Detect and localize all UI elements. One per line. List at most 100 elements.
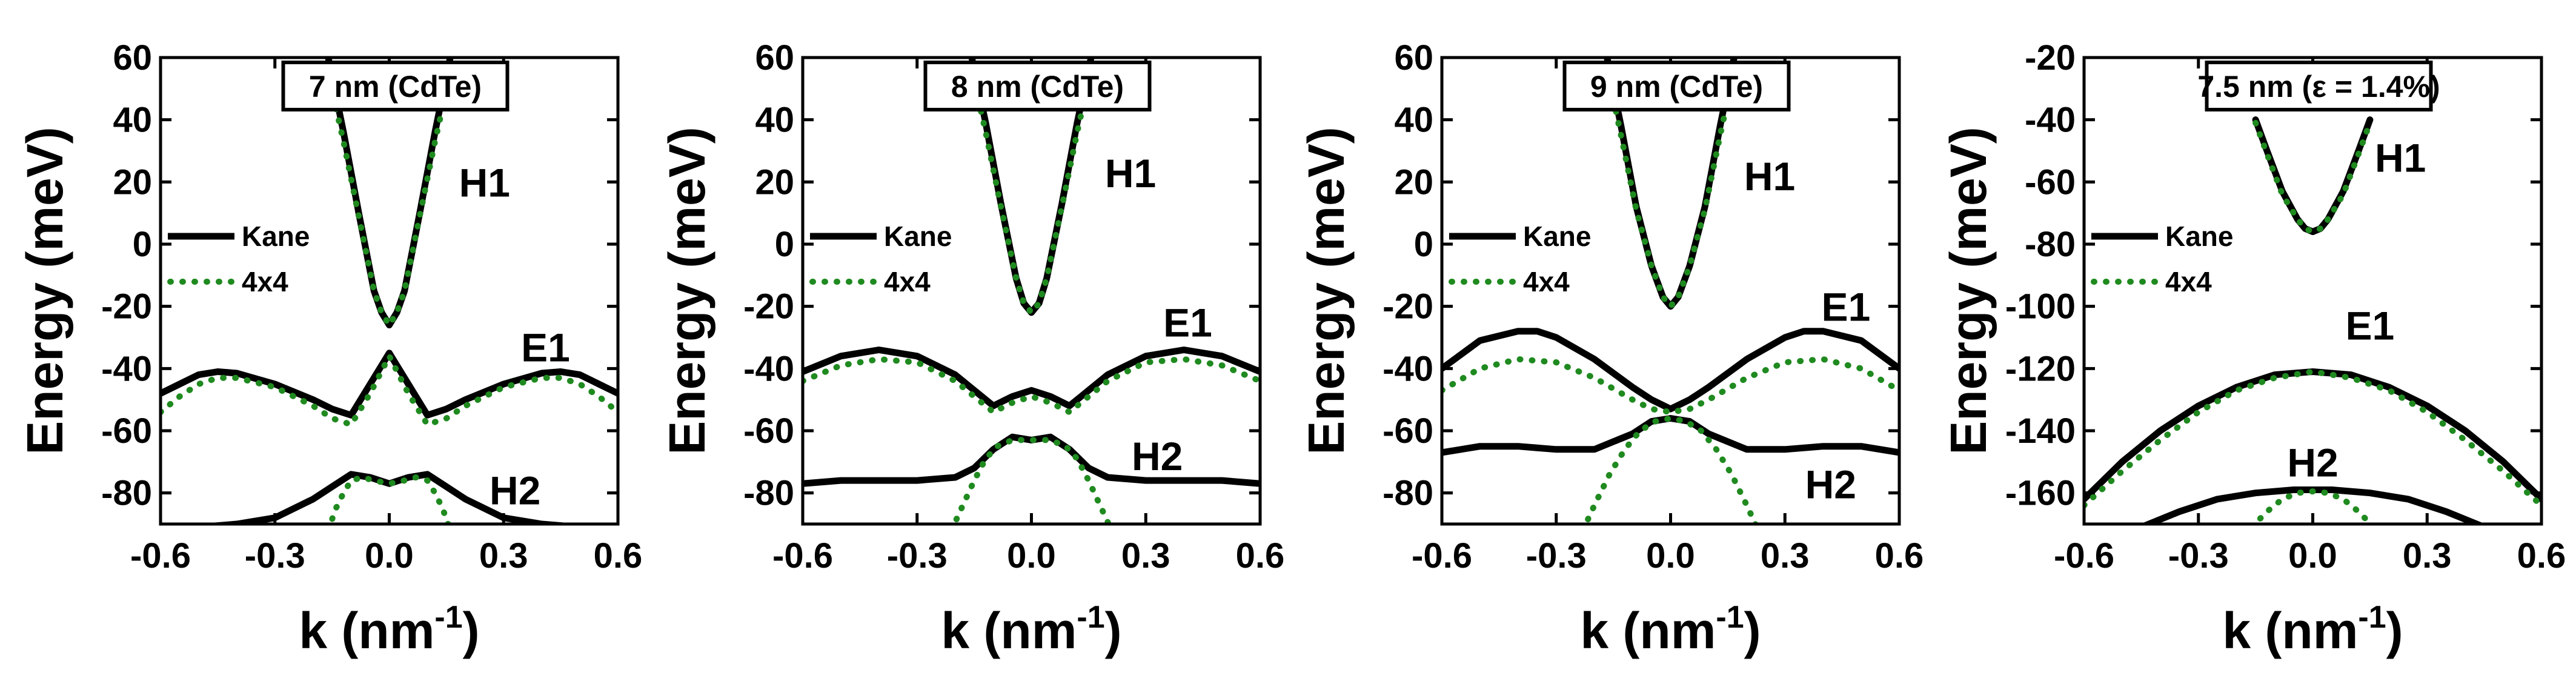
y-tick-label: 40 [1394, 101, 1433, 140]
x-axis-label-main: k (nm [1580, 602, 1716, 659]
band-label-h1: H1 [2375, 135, 2426, 180]
x-tick-label: 0.6 [594, 536, 643, 576]
x-tick-label: -0.6 [2054, 536, 2114, 576]
band-label-h2: H2 [490, 468, 540, 513]
panel-1: -0.6 -0.3 0.0 0.3 0.6 -80 -60 -40 -20 0 20 40 60 Ener… [16, 38, 642, 659]
y-tick-label: -140 [2005, 411, 2076, 451]
y-tick-label: 20 [755, 162, 794, 202]
kane-h2-curve [1442, 415, 1899, 456]
y-tick-label: 0 [133, 225, 152, 264]
x-tick-label: 0.0 [2288, 536, 2337, 576]
band-label-e1: E1 [1822, 285, 1871, 330]
legend-kane-label: Kane [242, 221, 310, 252]
y-tick-label: -40 [2025, 101, 2076, 140]
x-axis-label-superscript: -1 [434, 600, 462, 635]
panel-title: 8 nm (CdTe) [951, 70, 1124, 104]
x-tick-label: 0.0 [365, 536, 414, 576]
kane-e1-curve [161, 350, 618, 419]
band-label-h1: H1 [459, 160, 510, 205]
model-4x4-e1-curve [2084, 368, 2541, 509]
y-tick-label: 60 [755, 38, 794, 78]
band-label-e1: E1 [2346, 303, 2395, 348]
kane-e1-curve [1442, 328, 1899, 413]
x-axis-label-superscript: -1 [2358, 600, 2386, 635]
y-tick-label: -40 [1383, 349, 1433, 388]
y-tick-label: -60 [743, 411, 794, 451]
x-axis-label-superscript: -1 [1077, 600, 1104, 635]
model-4x4-h2-curve [951, 437, 1112, 524]
kane-h1-curve [325, 58, 454, 328]
y-tick-label: 0 [1414, 225, 1433, 264]
band-label-e1: E1 [1163, 300, 1212, 345]
y-tick-label: -160 [2005, 474, 2076, 513]
y-tick-label: -80 [743, 474, 794, 513]
y-tick-label: 20 [113, 162, 152, 202]
y-tick-label: 60 [1394, 38, 1433, 78]
y-tick-label: -60 [2025, 162, 2076, 202]
model-4x4-h2-curve [1582, 415, 1759, 524]
legend-4x4-label: 4x4 [2165, 266, 2212, 297]
y-axis-label: Energy (meV) [16, 127, 73, 455]
y-tick-label: 40 [755, 101, 794, 140]
x-tick-label: 0.6 [1236, 536, 1285, 576]
x-axis-label-close: ) [2386, 602, 2403, 659]
x-axis-label-close: ) [463, 602, 480, 659]
legend-4x4-label: 4x4 [884, 266, 931, 297]
x-tick-label: 0.3 [479, 536, 528, 576]
x-tick-label: -0.3 [2168, 536, 2229, 576]
model-4x4-h1-curve [1602, 61, 1739, 310]
x-tick-label: 0.3 [1121, 536, 1170, 576]
y-axis-label: Energy (meV) [659, 127, 715, 455]
x-axis-label: k (nm-1) [941, 600, 1121, 659]
title-box [923, 61, 1152, 111]
band-label-h2: H2 [1132, 434, 1183, 479]
x-axis-label-close: ) [1744, 602, 1761, 659]
x-tick-label: -0.3 [887, 536, 948, 576]
model-4x4-h1-curve [325, 70, 454, 328]
x-axis-label: k (nm-1) [299, 600, 479, 659]
x-tick-label: -0.6 [1412, 536, 1472, 576]
title-box [2205, 61, 2433, 111]
plot-frame [801, 56, 1262, 526]
model-4x4-h2-curve [327, 474, 451, 524]
y-tick-label: -20 [1383, 287, 1433, 327]
band-label-e1: E1 [521, 325, 570, 370]
y-axis-label: Energy (meV) [1940, 127, 1997, 455]
x-tick-label: 0.0 [1007, 536, 1056, 576]
x-tick-label: -0.3 [1526, 536, 1587, 576]
y-tick-label: -100 [2005, 287, 2076, 327]
y-tick-label: 40 [113, 101, 152, 140]
y-tick-label: -40 [101, 349, 152, 388]
model-4x4-h1-curve [2252, 119, 2373, 235]
kane-h2-curve [803, 433, 1260, 487]
legend-kane-label: Kane [1523, 221, 1591, 252]
panel-3: -0.6 -0.3 0.0 0.3 0.6 -80 -60 -40 -20 0 20 40 60 Ener… [1298, 38, 1924, 659]
band-label-h1: H1 [1105, 151, 1156, 196]
y-tick-label: -80 [1383, 474, 1433, 513]
plot-frame [159, 56, 620, 526]
y-tick-label: -80 [101, 474, 152, 513]
x-tick-label: 0.6 [1875, 536, 1924, 576]
band-label-h2: H2 [2287, 440, 2338, 485]
x-axis-label-main: k (nm [299, 602, 434, 659]
panel-4: -0.6 -0.3 0.0 0.3 0.6 -160 -140 -120 -100 -80 -60 -… [1940, 38, 2566, 659]
x-axis-label: k (nm-1) [2222, 600, 2403, 659]
panel-title: 9 nm (CdTe) [1590, 70, 1763, 104]
y-tick-label: -40 [743, 349, 794, 388]
y-tick-label: -120 [2005, 349, 2076, 388]
y-tick-label: -20 [2025, 38, 2076, 78]
title-box [281, 61, 510, 111]
x-axis-label: k (nm-1) [1580, 600, 1761, 659]
x-tick-label: 0.3 [2403, 536, 2452, 576]
y-tick-label: -60 [1383, 411, 1433, 451]
model-4x4-h2-curve [2250, 488, 2375, 524]
x-axis-label-main: k (nm [2222, 602, 2358, 659]
band-label-h2: H2 [1805, 462, 1856, 506]
panel-title: 7 nm (CdTe) [309, 70, 482, 104]
panel-2: -0.6 -0.3 0.0 0.3 0.6 -80 -60 -40 -20 0 20 40 60 Ener… [659, 38, 1284, 659]
x-tick-label: 0.0 [1646, 536, 1695, 576]
band-label-h1: H1 [1744, 154, 1795, 199]
kane-e1-curve [2084, 368, 2541, 503]
x-tick-label: -0.6 [772, 536, 833, 576]
